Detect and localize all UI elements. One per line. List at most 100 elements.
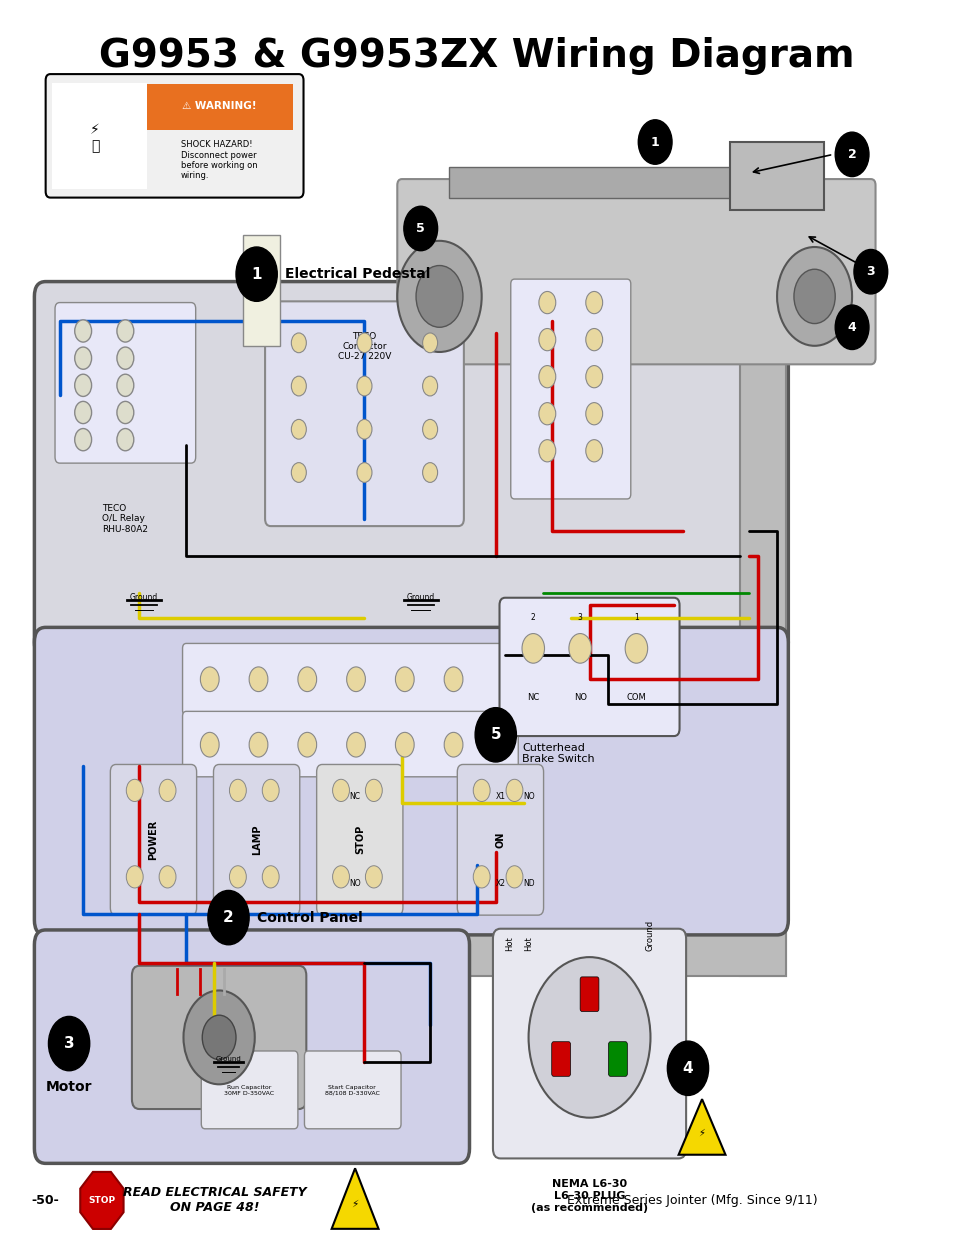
Text: X2: X2 <box>495 878 505 888</box>
Circle shape <box>356 463 372 483</box>
Circle shape <box>538 366 556 388</box>
FancyBboxPatch shape <box>201 1051 297 1129</box>
Circle shape <box>473 866 490 888</box>
Text: 4: 4 <box>847 321 856 333</box>
Circle shape <box>793 269 834 324</box>
Text: COM: COM <box>626 693 645 703</box>
Circle shape <box>126 779 143 802</box>
Circle shape <box>249 732 268 757</box>
Text: STOP: STOP <box>89 1195 115 1205</box>
Text: 5: 5 <box>416 222 425 235</box>
Circle shape <box>667 1041 708 1095</box>
Circle shape <box>297 732 316 757</box>
Circle shape <box>365 866 382 888</box>
Circle shape <box>262 866 279 888</box>
Text: ⚠ WARNING!: ⚠ WARNING! <box>182 101 256 111</box>
Text: POWER: POWER <box>149 820 158 860</box>
Text: 2: 2 <box>847 148 856 161</box>
Circle shape <box>416 266 462 327</box>
FancyBboxPatch shape <box>52 83 147 189</box>
FancyBboxPatch shape <box>213 764 299 915</box>
Circle shape <box>475 708 516 762</box>
Circle shape <box>422 420 437 440</box>
Circle shape <box>585 366 602 388</box>
Circle shape <box>505 779 522 802</box>
Circle shape <box>422 333 437 353</box>
Text: ON: ON <box>495 831 505 848</box>
Text: Cutterhead
Brake Switch: Cutterhead Brake Switch <box>521 742 594 764</box>
FancyBboxPatch shape <box>304 1051 400 1129</box>
Circle shape <box>538 440 556 462</box>
Text: NO: NO <box>349 878 360 888</box>
Polygon shape <box>332 1168 378 1229</box>
Text: 120V
AC: 120V AC <box>252 284 270 296</box>
Text: NO: NO <box>573 693 586 703</box>
Text: G9953 & G9953ZX Wiring Diagram: G9953 & G9953ZX Wiring Diagram <box>99 37 854 74</box>
Circle shape <box>183 990 254 1084</box>
FancyBboxPatch shape <box>242 235 280 346</box>
Text: 1: 1 <box>650 136 659 148</box>
Text: Extreme Series Jointer (Mfg. Since 9/11): Extreme Series Jointer (Mfg. Since 9/11) <box>567 1194 817 1207</box>
Text: Electrical Pedestal: Electrical Pedestal <box>284 267 430 282</box>
Text: 2: 2 <box>223 910 233 925</box>
FancyBboxPatch shape <box>449 167 804 198</box>
Text: Motor: Motor <box>46 1079 92 1094</box>
Circle shape <box>200 732 219 757</box>
Circle shape <box>159 779 175 802</box>
Circle shape <box>346 667 365 692</box>
FancyBboxPatch shape <box>510 279 630 499</box>
Text: 3: 3 <box>64 1036 74 1051</box>
Circle shape <box>422 377 437 396</box>
Text: NEMA L6-30
L6-30 PLUG
(as recommended): NEMA L6-30 L6-30 PLUG (as recommended) <box>531 1179 647 1213</box>
FancyBboxPatch shape <box>729 142 823 210</box>
Circle shape <box>538 329 556 351</box>
Circle shape <box>638 120 671 164</box>
Circle shape <box>117 320 133 342</box>
Circle shape <box>117 374 133 396</box>
Text: 1: 1 <box>252 267 262 282</box>
FancyBboxPatch shape <box>739 284 785 976</box>
Circle shape <box>528 957 650 1118</box>
Text: ⚡: ⚡ <box>698 1128 705 1137</box>
Circle shape <box>117 429 133 451</box>
FancyBboxPatch shape <box>608 1042 627 1077</box>
Circle shape <box>49 1016 90 1071</box>
Circle shape <box>117 401 133 424</box>
Circle shape <box>297 667 316 692</box>
Circle shape <box>74 429 91 451</box>
Circle shape <box>585 403 602 425</box>
Circle shape <box>117 347 133 369</box>
Text: 5: 5 <box>490 727 500 742</box>
Circle shape <box>200 667 219 692</box>
Text: TECO
Contactor
CU-27 220V: TECO Contactor CU-27 220V <box>337 332 391 362</box>
Circle shape <box>834 305 868 350</box>
FancyBboxPatch shape <box>132 966 306 1109</box>
FancyBboxPatch shape <box>265 301 463 526</box>
Text: Ground: Ground <box>130 593 158 601</box>
FancyBboxPatch shape <box>316 764 402 915</box>
FancyBboxPatch shape <box>34 930 469 1163</box>
Polygon shape <box>80 1172 124 1229</box>
Text: STOP: STOP <box>355 825 364 855</box>
FancyBboxPatch shape <box>55 303 195 463</box>
Text: 4: 4 <box>682 1061 693 1076</box>
Text: Ground: Ground <box>645 920 655 951</box>
FancyBboxPatch shape <box>34 282 787 657</box>
Circle shape <box>356 333 372 353</box>
Text: 1: 1 <box>634 613 639 622</box>
Polygon shape <box>678 1099 724 1155</box>
Circle shape <box>365 779 382 802</box>
FancyBboxPatch shape <box>396 179 875 364</box>
Circle shape <box>74 374 91 396</box>
FancyBboxPatch shape <box>186 926 785 976</box>
Text: Ground: Ground <box>406 593 435 601</box>
Circle shape <box>568 634 591 663</box>
Text: 2: 2 <box>530 613 535 622</box>
FancyBboxPatch shape <box>182 643 517 715</box>
FancyBboxPatch shape <box>147 84 293 131</box>
Circle shape <box>538 291 556 314</box>
Circle shape <box>624 634 647 663</box>
Circle shape <box>126 866 143 888</box>
Text: NO: NO <box>522 792 534 802</box>
Circle shape <box>333 866 349 888</box>
